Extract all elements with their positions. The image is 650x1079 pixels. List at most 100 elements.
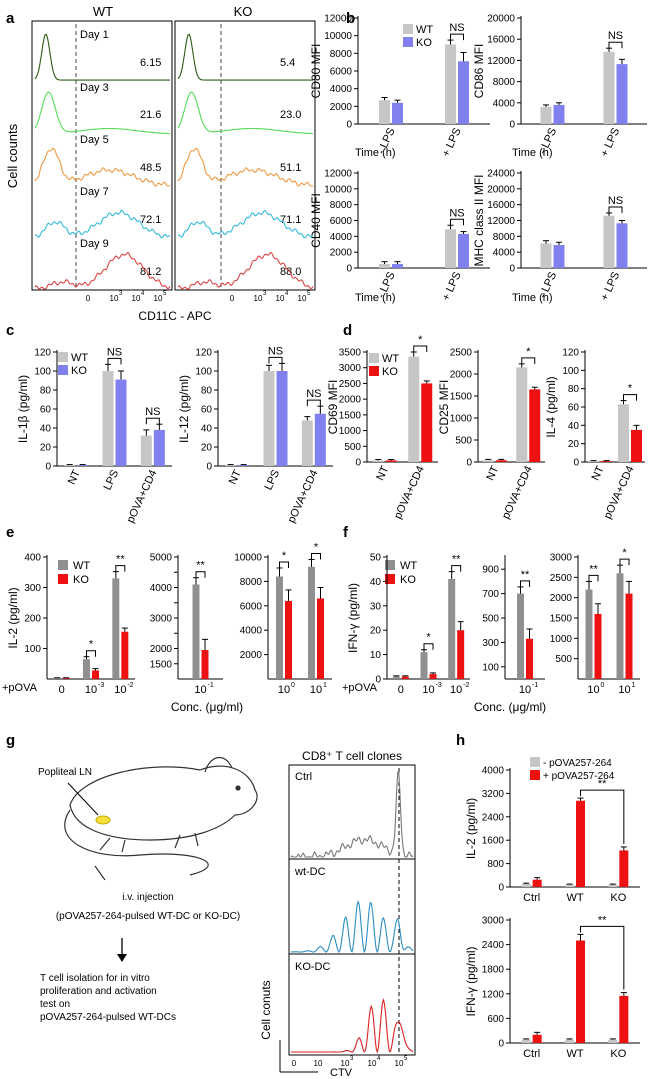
category-label: 10 xyxy=(587,684,599,696)
wt-histogram-curve xyxy=(34,33,170,81)
legend-f: WT KO xyxy=(385,560,417,586)
category-exponent: -2 xyxy=(463,682,469,689)
day-label: Day 7 xyxy=(80,186,109,198)
wt-day1-percent: 6.15 xyxy=(140,57,161,69)
legend-wt: WT xyxy=(400,560,417,572)
y-tick-label: 500 xyxy=(455,436,472,447)
panel-label-g: g xyxy=(6,732,15,749)
category-label: NT xyxy=(590,464,607,483)
y-tick-label: 4000 xyxy=(493,98,516,109)
ko-day3-percent: 23.0 xyxy=(280,109,301,121)
y-tick-label: 60 xyxy=(568,403,580,414)
y-tick-label: 0 xyxy=(375,675,381,686)
y-tick-label: 300 xyxy=(482,638,499,649)
y-tick-label: 0 xyxy=(206,462,212,473)
legend-wt: WT xyxy=(73,560,90,572)
bar xyxy=(458,233,469,268)
wt-histogram-curve xyxy=(35,209,171,239)
category-label: 10 xyxy=(310,684,322,696)
y-tick-label: 60 xyxy=(201,405,213,416)
legend-swatch-ko xyxy=(403,37,413,47)
sig-label: NS xyxy=(306,388,321,400)
arrow-head-icon xyxy=(117,954,127,962)
legend-swatch-wt xyxy=(58,560,68,570)
tcell-step-line: pOVA257-264-pulsed WT-DCs xyxy=(40,1012,176,1023)
sig-label: NS xyxy=(608,195,623,207)
iv-pointer xyxy=(94,865,106,881)
a-tick: 10 xyxy=(132,294,141,303)
a-tick-exp: 4 xyxy=(285,291,289,297)
bar xyxy=(540,107,552,124)
category-exponent: -1 xyxy=(208,682,214,689)
cell-counts-label: Cell counts xyxy=(5,123,20,188)
bar xyxy=(495,460,507,462)
bar xyxy=(625,593,633,679)
y-tick-label: 0 xyxy=(509,120,515,131)
a-tick-exp: 4 xyxy=(141,291,145,297)
ctv-tick: 10 xyxy=(395,1059,404,1068)
ctv-histograms: CD8⁺ T cell clones Ctrl wt-DC KO-DC Cell… xyxy=(259,749,416,1079)
category-exponent: 0 xyxy=(291,682,295,689)
y-tick-label: 2000 xyxy=(240,650,263,661)
y-tick-label: 20 xyxy=(370,626,382,637)
clones-title: CD8⁺ T cell clones xyxy=(302,749,402,763)
wt-day9-percent: 81.2 xyxy=(140,266,161,278)
sig-label: NS xyxy=(449,22,464,34)
sig-bracket xyxy=(195,571,206,578)
bar xyxy=(140,435,152,466)
sig-bracket xyxy=(107,357,122,365)
category-label: - LPS xyxy=(537,126,560,156)
bar xyxy=(420,652,428,679)
sig-bracket xyxy=(450,218,464,226)
ln-pointer xyxy=(67,782,99,816)
category-label: Ctrl xyxy=(523,1048,540,1060)
y-tick-label: 40 xyxy=(40,424,52,435)
category-label: + LPS xyxy=(440,126,464,159)
chart-c2: 0 20 40 60 80 100 120 IL-12 (pg/ml) NT LPS NS pOVA+… xyxy=(177,345,333,525)
tcell-step-line: T cell isolation for in vitro xyxy=(40,973,150,984)
sig-bracket xyxy=(450,33,464,41)
tcell-step-line: test on xyxy=(40,999,70,1010)
ctv-x-ticks: 0 10 10 3 10 4 10 5 xyxy=(292,1056,408,1068)
y-tick-label: 2400 xyxy=(482,812,505,823)
ko-histogram-curve xyxy=(177,147,314,187)
bar xyxy=(517,593,524,679)
y-tick-label: 1000 xyxy=(550,634,573,645)
category-label: LPS xyxy=(263,468,283,492)
y-tick-label: 4000 xyxy=(482,766,505,777)
y-tick-label: 12000 xyxy=(487,216,515,227)
category-label: + LPS xyxy=(599,270,623,303)
bar xyxy=(576,800,585,887)
y-tick-label: 3000 xyxy=(150,614,173,625)
sig-bracket xyxy=(521,357,536,364)
bar xyxy=(608,1039,618,1043)
sig-label: ** xyxy=(598,778,607,790)
sig-bracket xyxy=(608,206,623,213)
clone-wtdc-label: wt-DC xyxy=(294,866,326,878)
legend-e: WT KO xyxy=(58,560,90,586)
time-label-b1: Time (h) xyxy=(355,147,396,159)
pova-label-f: +pOVA xyxy=(342,682,378,694)
y-tick-label: 500 xyxy=(482,614,499,625)
bar xyxy=(392,264,403,268)
ctv-tick: 10 xyxy=(314,1059,323,1068)
y-axis-label: CD25 MFI xyxy=(437,380,451,435)
bar xyxy=(529,389,541,462)
bar xyxy=(192,584,200,679)
legend-swatch-wt xyxy=(58,352,68,362)
y-tick-label: 100 xyxy=(482,662,499,673)
category-label: + LPS xyxy=(599,126,623,159)
mouse-schematic: Popliteal LN i.v. injection (pOVA257-264… xyxy=(38,757,258,1023)
sig-label: * xyxy=(314,541,319,553)
y-tick-label: 500 xyxy=(344,442,361,453)
y-axis-label: IFN-γ (pg/ml) xyxy=(464,947,478,1017)
bar xyxy=(521,884,531,887)
bar xyxy=(603,51,615,124)
bar xyxy=(594,613,602,679)
y-tick-label: 24000 xyxy=(487,169,515,180)
ctv-x-label: CTV xyxy=(330,1067,353,1079)
bar xyxy=(102,371,114,466)
y-axis-label: CD40 MFI xyxy=(309,193,323,248)
